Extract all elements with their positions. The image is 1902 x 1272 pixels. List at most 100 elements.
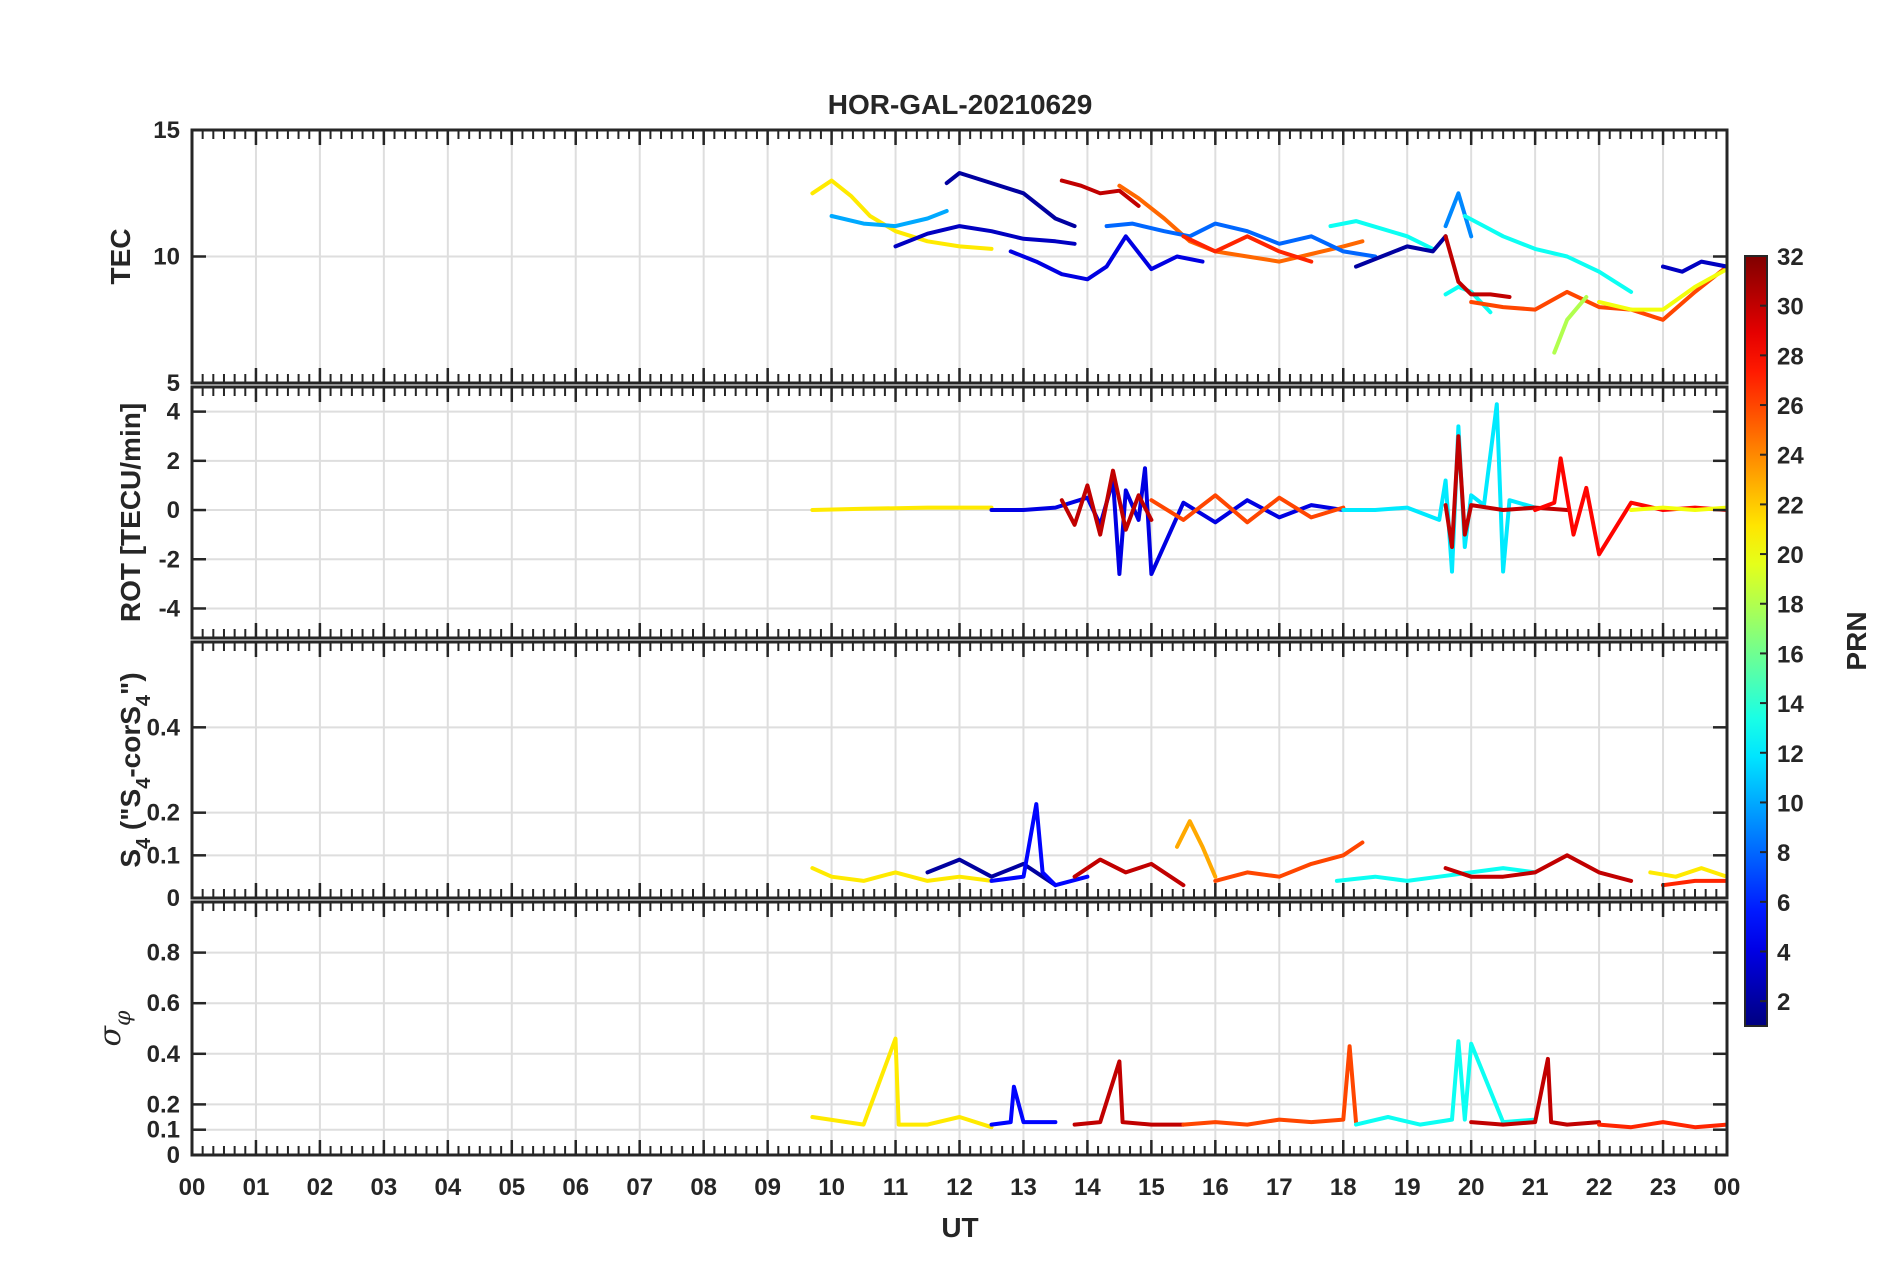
colorbar-tick-label: 28	[1777, 343, 1804, 370]
x-tick-label: 08	[690, 1174, 717, 1201]
panel-sigma: 00.10.2 0.4 0.6 0.8 σφ	[93, 900, 1729, 1169]
x-tick-label: 23	[1650, 1174, 1677, 1201]
colorbar-label: PRN	[1841, 611, 1872, 670]
colorbar-tick-label: 18	[1777, 592, 1804, 619]
series-group	[810, 802, 1727, 888]
colorbar-tick-label: 20	[1777, 542, 1804, 569]
series-line-prn-4	[989, 466, 1346, 576]
y-tick-label: 0.1	[147, 1117, 180, 1144]
y-tick-label: 0.4	[147, 714, 181, 741]
x-tick-label: 12	[946, 1174, 973, 1201]
series-line-prn-30	[1072, 857, 1186, 888]
series-line-prn-2	[1354, 234, 1448, 269]
colorbar-tick-label: 12	[1777, 741, 1804, 768]
series-line-prn-30	[1443, 234, 1512, 299]
y-tick-label: 0.8	[147, 940, 180, 967]
colorbar-tick-label: 32	[1777, 244, 1804, 271]
y-tick-label: 0.6	[147, 990, 180, 1017]
x-tick-label: 06	[562, 1174, 589, 1201]
y-axis-label: σφ	[93, 1010, 136, 1046]
series-line-prn-30	[1059, 178, 1141, 208]
y-tick-label: 0.2	[147, 800, 180, 827]
series-line-prn-21	[1648, 866, 1727, 879]
x-tick-label: 20	[1458, 1174, 1485, 1201]
y-axis-label: S4 ("S4-corS4")	[115, 672, 155, 867]
series-line-prn-4	[1008, 234, 1205, 282]
series-group	[810, 1036, 1727, 1130]
series-group	[810, 402, 1727, 576]
colorbar-tick-label: 6	[1777, 890, 1790, 917]
series-line-prn-26	[1213, 840, 1365, 883]
series-line-prn-26	[1149, 493, 1346, 525]
colorbar-tick-label: 8	[1777, 840, 1790, 867]
series-line-prn-2	[925, 857, 1058, 888]
series-group	[810, 171, 1727, 355]
series-line-prn-27	[1597, 1120, 1727, 1130]
axes-frame	[190, 900, 1729, 1157]
y-tick-label: 10	[153, 244, 180, 271]
colorbar-tick-label: 16	[1777, 641, 1804, 668]
y-tick-label: 0	[167, 885, 180, 912]
y-tick-label: -4	[159, 595, 181, 622]
series-line-prn-27	[1181, 234, 1314, 264]
y-tick-label: 0.1	[147, 842, 180, 869]
x-tick-label: 17	[1266, 1174, 1293, 1201]
series-line-prn-21	[810, 505, 994, 512]
y-tick-label: 0	[167, 497, 180, 524]
axes-frame	[190, 385, 1729, 640]
series-line-prn-5	[989, 1084, 1058, 1127]
y-tick-label: 15	[153, 117, 180, 144]
panel-s4: 0 0.1 0.2 0.4S4 ("S4-corS4")	[115, 640, 1729, 912]
series-line-prn-2	[944, 171, 1077, 229]
x-tick-label: 16	[1202, 1174, 1229, 1201]
series-line-prn-13	[1334, 866, 1538, 883]
series-line-prn-30	[1443, 434, 1570, 549]
series-line-prn-13	[1328, 219, 1435, 251]
x-tick-label: 09	[754, 1174, 781, 1201]
series-line-prn-13	[1354, 1039, 1538, 1127]
x-tick-label: 14	[1074, 1174, 1101, 1201]
colorbar-tick-label: 26	[1777, 393, 1804, 420]
x-tick-label: 18	[1330, 1174, 1357, 1201]
x-tick-label: 11	[883, 1174, 908, 1201]
series-line-prn-10	[829, 209, 949, 229]
series-line-prn-20	[1597, 267, 1727, 312]
series-line-prn-3	[1661, 259, 1727, 274]
series-line-prn-20	[1629, 505, 1727, 512]
colorbar-tick-label: 4	[1777, 939, 1791, 966]
colorbar-tick-label: 22	[1777, 492, 1804, 519]
series-line-prn-30	[1469, 1056, 1602, 1127]
series-line-prn-13	[1462, 214, 1634, 294]
x-tick-label: 21	[1522, 1174, 1549, 1201]
y-tick-label: 0.4	[147, 1041, 181, 1068]
series-line-prn-9	[1443, 191, 1474, 239]
y-tick-label: -2	[159, 546, 180, 573]
y-tick-label: 5	[167, 370, 180, 397]
x-tick-label: 10	[818, 1174, 845, 1201]
axes-frame	[190, 128, 1729, 385]
x-axis-label: UT	[941, 1212, 978, 1243]
series-line-prn-27	[1661, 878, 1727, 888]
x-tick-label: 01	[243, 1174, 270, 1201]
y-tick-label: 4	[167, 399, 181, 426]
colorbar-tick-label: 2	[1777, 989, 1790, 1016]
x-tick-label: 05	[498, 1174, 525, 1201]
x-tick-label: 03	[371, 1174, 398, 1201]
series-line-prn-30	[1072, 1059, 1186, 1127]
series-line-prn-18	[1552, 295, 1589, 355]
x-tick-label: 13	[1010, 1174, 1037, 1201]
y-axis-label: TEC	[105, 229, 136, 285]
series-line-prn-8	[1104, 221, 1378, 259]
series-line-prn-5	[989, 802, 1090, 888]
colorbar-gradient	[1744, 255, 1768, 1027]
x-tick-label: 22	[1586, 1174, 1613, 1201]
series-line-prn-21	[810, 866, 994, 883]
x-tick-label: 04	[434, 1174, 461, 1201]
y-tick-label: 0	[167, 1142, 180, 1169]
series-line-prn-3	[893, 224, 1077, 249]
axes-frame	[190, 640, 1729, 900]
chart-title: HOR-GAL-20210629	[828, 89, 1093, 120]
